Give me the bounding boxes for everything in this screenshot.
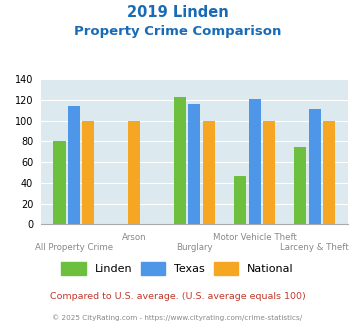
- Bar: [54, 142, 66, 224]
- Text: Motor Vehicle Theft: Motor Vehicle Theft: [213, 233, 296, 242]
- Legend: Linden, Texas, National: Linden, Texas, National: [57, 258, 298, 279]
- Bar: [294, 147, 306, 224]
- Bar: [68, 106, 80, 224]
- Bar: [174, 97, 186, 224]
- Text: Larceny & Theft: Larceny & Theft: [280, 243, 349, 251]
- Bar: [234, 176, 246, 224]
- Bar: [323, 121, 335, 224]
- Text: © 2025 CityRating.com - https://www.cityrating.com/crime-statistics/: © 2025 CityRating.com - https://www.city…: [53, 314, 302, 321]
- Bar: [128, 121, 140, 224]
- Bar: [263, 121, 275, 224]
- Bar: [189, 104, 200, 224]
- Text: Burglary: Burglary: [176, 243, 213, 251]
- Text: Compared to U.S. average. (U.S. average equals 100): Compared to U.S. average. (U.S. average …: [50, 292, 305, 301]
- Text: Property Crime Comparison: Property Crime Comparison: [74, 25, 281, 38]
- Bar: [82, 121, 94, 224]
- Bar: [309, 109, 321, 224]
- Text: 2019 Linden: 2019 Linden: [127, 5, 228, 20]
- Bar: [203, 121, 215, 224]
- Bar: [248, 99, 261, 224]
- Text: All Property Crime: All Property Crime: [35, 243, 113, 251]
- Text: Arson: Arson: [122, 233, 147, 242]
